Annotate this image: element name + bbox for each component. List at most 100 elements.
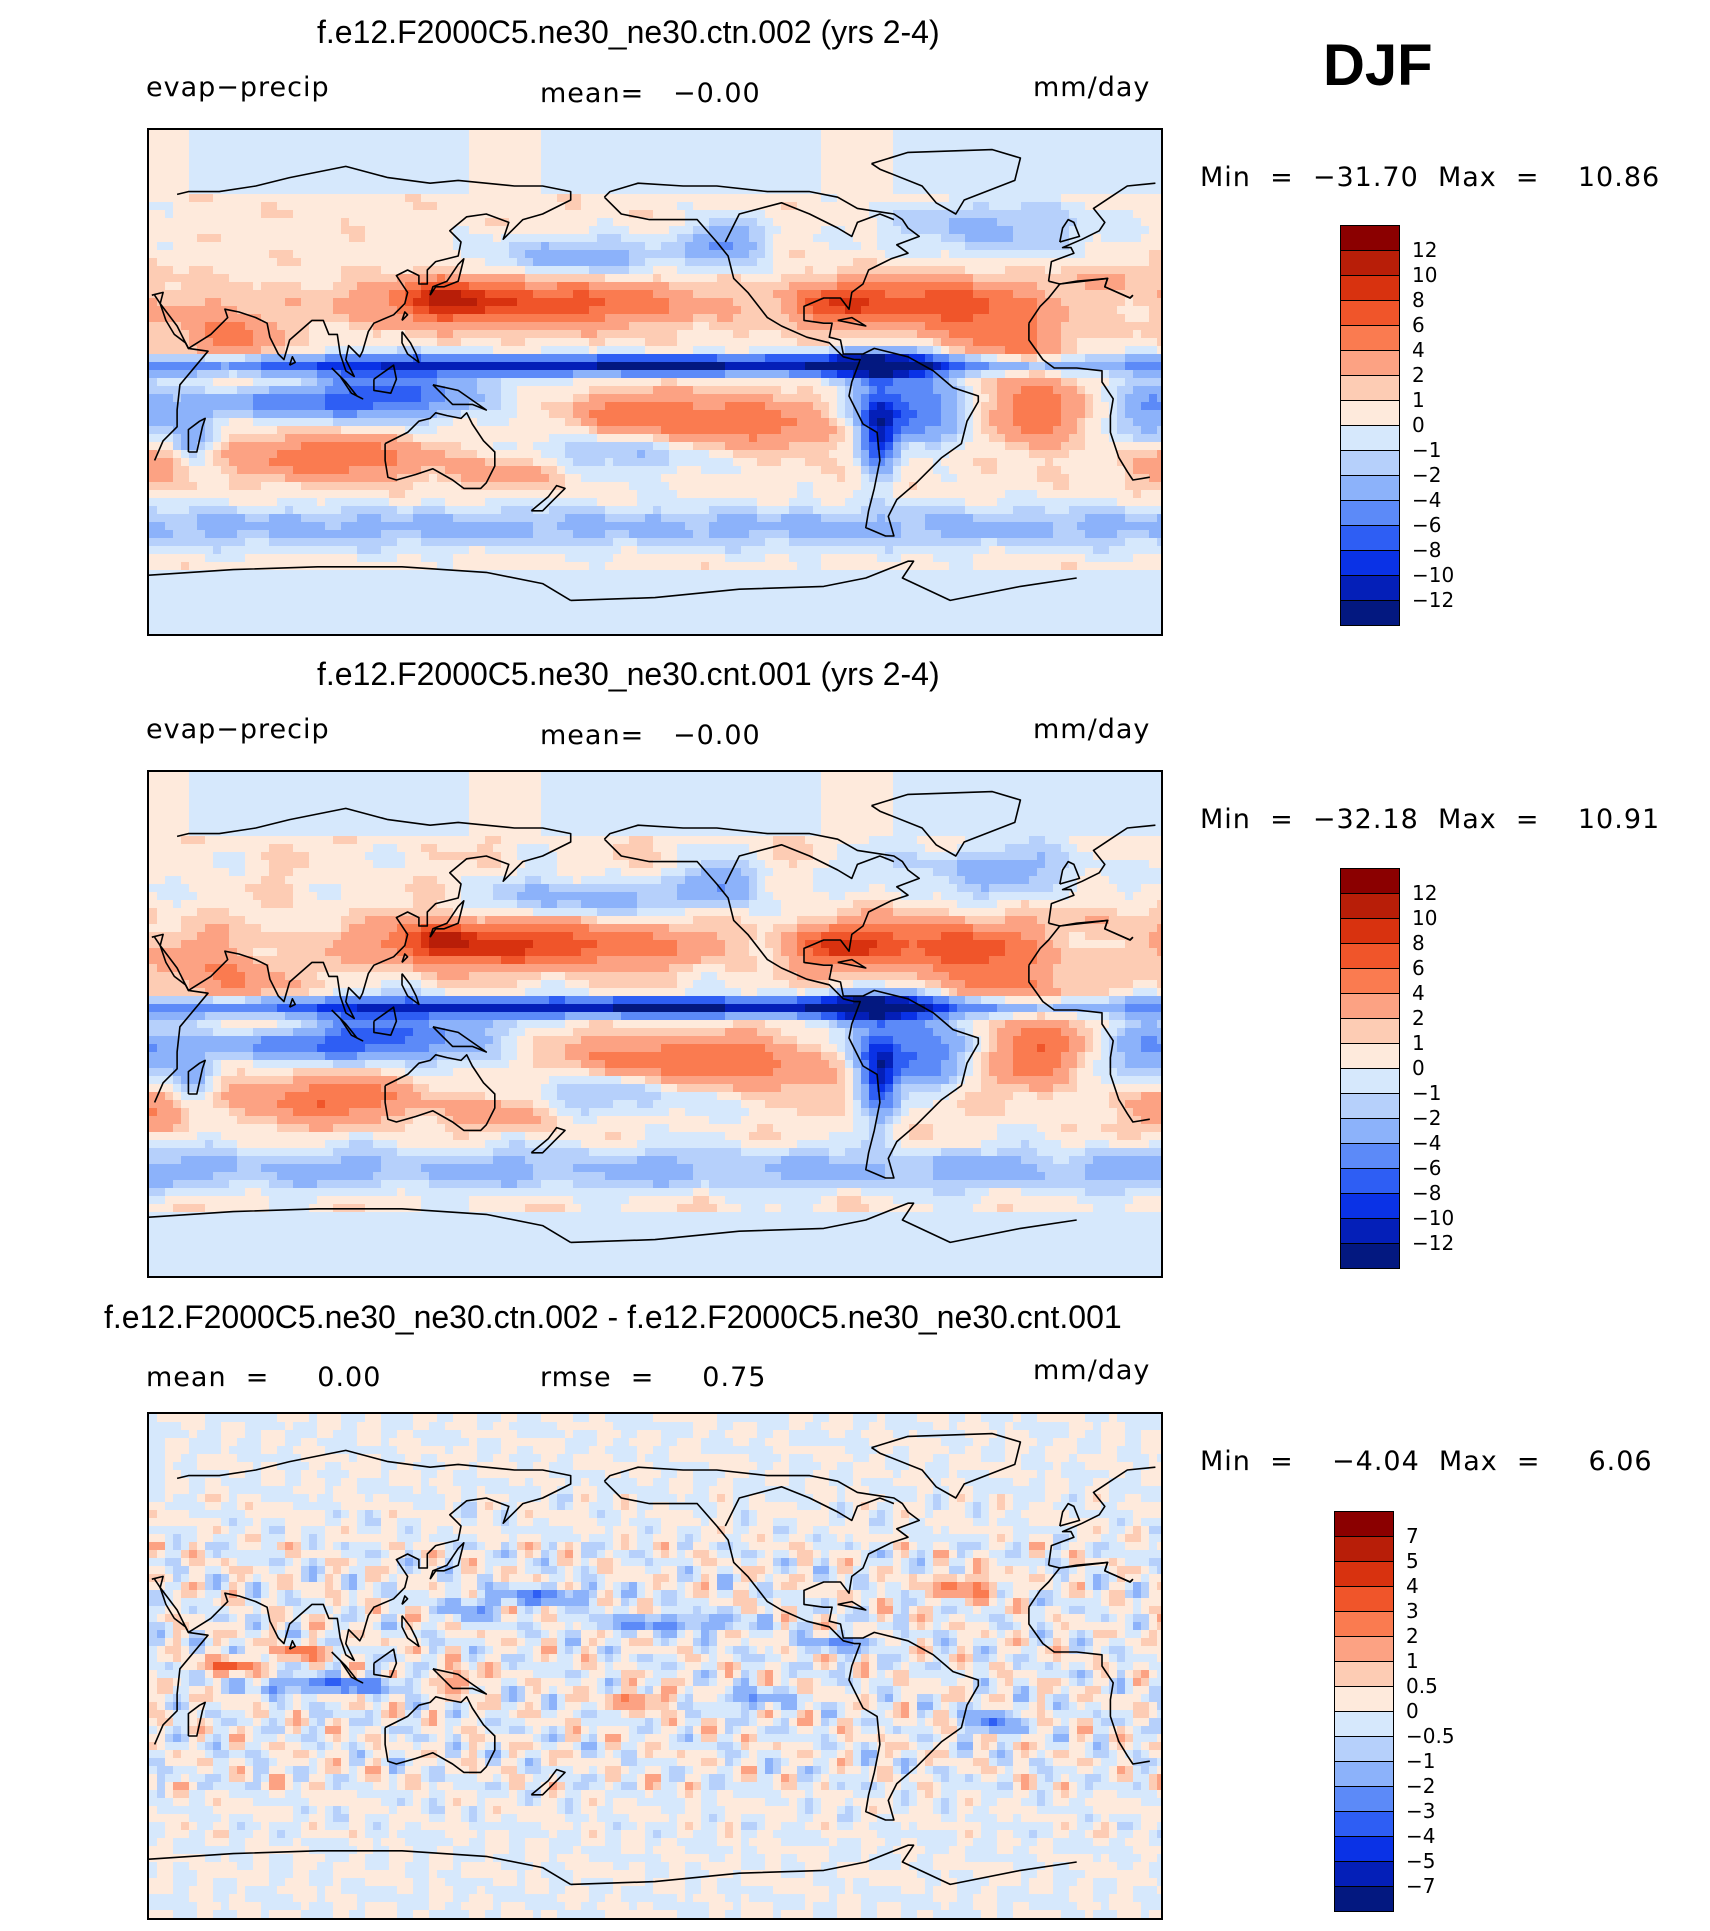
field-cell	[549, 146, 558, 155]
field-cell	[509, 242, 518, 251]
field-cell	[805, 130, 814, 139]
field-cell	[573, 298, 582, 307]
field-cell	[661, 354, 670, 363]
field-cell	[421, 146, 430, 155]
field-cell	[189, 386, 198, 395]
field-cell	[901, 298, 910, 307]
field-cell	[941, 162, 950, 171]
field-cell	[957, 410, 966, 419]
field-cell	[893, 434, 902, 443]
field-cell	[1133, 314, 1142, 323]
field-cell	[269, 234, 278, 243]
field-cell	[229, 290, 238, 299]
field-cell	[453, 418, 462, 427]
field-cell	[501, 210, 510, 219]
field-cell	[149, 258, 158, 267]
field-cell	[357, 362, 366, 371]
field-cell	[709, 314, 718, 323]
field-cell	[237, 442, 246, 451]
field-cell	[957, 354, 966, 363]
field-cell	[1077, 418, 1086, 427]
field-cell	[333, 210, 342, 219]
field-cell	[669, 402, 678, 411]
field-cell	[901, 386, 910, 395]
field-cell	[293, 362, 302, 371]
field-cell	[573, 410, 582, 419]
field-cell	[365, 338, 374, 347]
field-cell	[941, 402, 950, 411]
field-cell	[301, 338, 310, 347]
field-cell	[1109, 218, 1118, 227]
field-cell	[437, 394, 446, 403]
field-cell	[317, 306, 326, 315]
field-cell	[157, 290, 166, 299]
field-cell	[629, 162, 638, 171]
field-cell	[957, 306, 966, 315]
field-cell	[1029, 354, 1038, 363]
field-cell	[421, 130, 430, 139]
field-cell	[653, 250, 662, 259]
field-cell	[533, 338, 542, 347]
field-cell	[669, 370, 678, 379]
field-cell	[941, 410, 950, 419]
field-cell	[245, 130, 254, 139]
field-cell	[1093, 146, 1102, 155]
field-cell	[213, 434, 222, 443]
field-cell	[253, 282, 262, 291]
field-cell	[581, 258, 590, 267]
field-cell	[301, 394, 310, 403]
field-cell	[1037, 186, 1046, 195]
field-cell	[341, 426, 350, 435]
field-cell	[453, 146, 462, 155]
field-cell	[845, 426, 854, 435]
field-cell	[1141, 330, 1150, 339]
field-cell	[477, 282, 486, 291]
field-cell	[1149, 250, 1158, 259]
field-cell	[973, 426, 982, 435]
field-cell	[973, 386, 982, 395]
field-cell	[797, 370, 806, 379]
field-cell	[525, 298, 534, 307]
field-cell	[725, 418, 734, 427]
field-cell	[1069, 402, 1078, 411]
field-cell	[1005, 210, 1014, 219]
field-cell	[701, 242, 710, 251]
field-cell	[941, 354, 950, 363]
field-cell	[277, 234, 286, 243]
field-cell	[541, 306, 550, 315]
field-cell	[365, 266, 374, 275]
field-cell	[581, 162, 590, 171]
field-cell	[429, 186, 438, 195]
field-cell	[445, 426, 454, 435]
field-cell	[565, 162, 574, 171]
field-cell	[181, 130, 190, 139]
field-cell	[1053, 338, 1062, 347]
field-cell	[605, 410, 614, 419]
field-cell	[237, 226, 246, 235]
field-cell	[293, 218, 302, 227]
field-cell	[261, 322, 270, 331]
field-cell	[1061, 234, 1070, 243]
field-cell	[1069, 170, 1078, 179]
field-cell	[349, 210, 358, 219]
field-cell	[693, 386, 702, 395]
field-cell	[1005, 266, 1014, 275]
field-cell	[565, 418, 574, 427]
field-cell	[989, 330, 998, 339]
field-cell	[1117, 194, 1126, 203]
field-cell	[837, 434, 846, 443]
field-cell	[597, 138, 606, 147]
field-cell	[509, 218, 518, 227]
field-cell	[597, 258, 606, 267]
field-cell	[653, 146, 662, 155]
field-cell	[653, 138, 662, 147]
field-cell	[1077, 146, 1086, 155]
field-cell	[1029, 242, 1038, 251]
field-cell	[325, 250, 334, 259]
field-cell	[357, 282, 366, 291]
field-cell	[1069, 258, 1078, 267]
field-cell	[1141, 282, 1150, 291]
field-cell	[805, 354, 814, 363]
field-cell	[1157, 162, 1161, 171]
field-cell	[725, 354, 734, 363]
